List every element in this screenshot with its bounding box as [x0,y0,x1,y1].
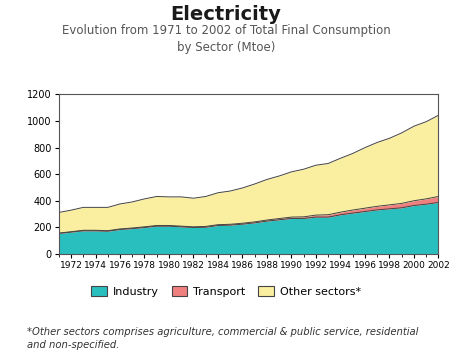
Text: Electricity: Electricity [170,5,281,24]
Text: Evolution from 1971 to 2002 of Total Final Consumption
by Sector (Mtoe): Evolution from 1971 to 2002 of Total Fin… [61,24,390,54]
Legend: Industry, Transport, Other sectors*: Industry, Transport, Other sectors* [87,282,364,301]
Text: *Other sectors comprises agriculture, commercial & public service, residential
a: *Other sectors comprises agriculture, co… [27,327,418,350]
